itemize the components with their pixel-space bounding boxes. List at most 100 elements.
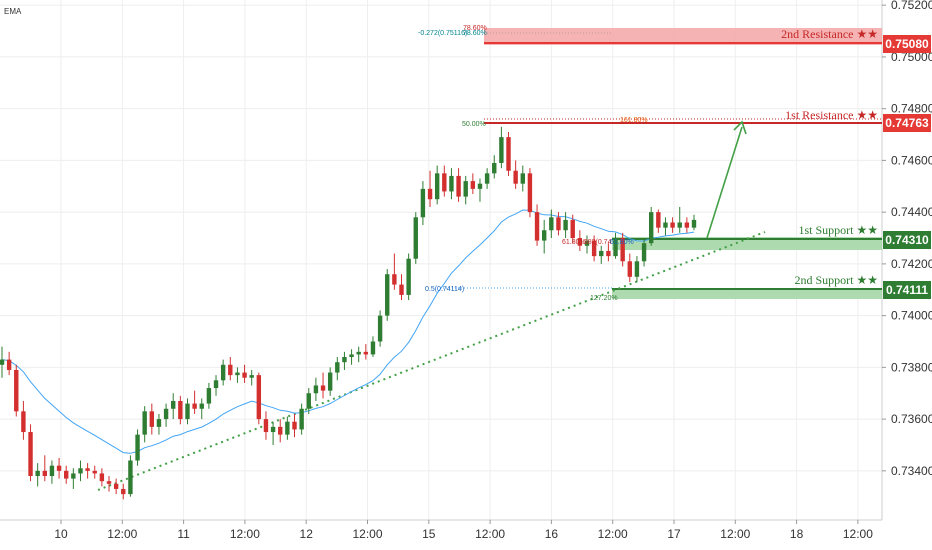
fib-annotation-9: 61.80%	[610, 239, 634, 246]
time-tick-label: 17	[667, 527, 681, 541]
candle-body	[270, 426, 276, 433]
indicator-label: EMA	[4, 7, 22, 16]
candle-body	[399, 284, 404, 295]
candle-body	[178, 400, 183, 420]
candle-body	[320, 385, 326, 391]
time-tick-label: 12:00	[475, 527, 505, 541]
candle-body	[135, 434, 140, 461]
candle-body	[634, 261, 640, 277]
candle-body	[163, 408, 169, 420]
price-tick-label: 0.74800	[891, 102, 932, 116]
first-resistance-price: 0.74763	[885, 116, 929, 130]
candle-body	[599, 250, 604, 257]
candle-body	[99, 473, 105, 482]
fib-annotation-7: 61.80%	[562, 239, 586, 246]
second-resistance-zone	[484, 28, 882, 45]
candle-body	[449, 175, 454, 192]
candle-body	[627, 261, 632, 277]
first-support-price: 0.74310	[885, 233, 929, 247]
candle-body	[28, 432, 33, 477]
projection-arrow-head	[733, 120, 747, 135]
candle-body	[420, 188, 426, 218]
candle-body	[370, 341, 376, 355]
candle-body	[499, 137, 504, 163]
candle-body	[463, 181, 468, 197]
second-resistance-price: 0.75080	[885, 37, 929, 51]
candle-body	[292, 421, 297, 430]
candle-body	[235, 372, 240, 376]
price-tick-label: 0.73800	[891, 360, 932, 374]
trendline	[97, 231, 766, 491]
candle-body	[121, 488, 126, 495]
candle-body	[456, 175, 461, 197]
candle-body	[85, 468, 90, 471]
candle-body	[534, 212, 540, 241]
candle-body	[242, 372, 247, 378]
candle-body	[477, 183, 483, 189]
candle-body	[92, 470, 97, 474]
time-tick-label: 12:00	[230, 527, 260, 541]
second-support-price: 0.74111	[886, 283, 928, 297]
candle-body	[213, 380, 219, 389]
time-tick-label: 12	[300, 527, 314, 541]
time-tick-label: 11	[177, 527, 190, 541]
candle-body	[256, 375, 262, 420]
candle-body	[313, 385, 319, 394]
ema-line	[1, 209, 695, 454]
time-tick-label: 12:00	[720, 527, 750, 541]
first-support-label: 1st Support ★★	[798, 223, 878, 237]
first-support-zone	[612, 237, 882, 250]
fib-annotation-3: 78.60%	[463, 30, 487, 37]
time-axis: 10 12:00 11 12:00 12 12:00 15 12:00 16 12:00 17 12:…	[54, 520, 873, 541]
price-tick-label: 0.75000	[891, 50, 932, 64]
second-support-zone	[612, 288, 882, 299]
chart-grid	[0, 0, 882, 520]
fib-annotation-2: 78.60%	[463, 25, 487, 32]
candle-body	[648, 212, 654, 244]
candle-body	[563, 219, 568, 231]
fib-annotation-1: -0.272(0.75116)	[418, 30, 467, 37]
time-tick-label: 12:00	[107, 527, 137, 541]
candle-body	[606, 250, 611, 257]
fib-annotation-4: 50.00%	[462, 121, 486, 128]
time-tick-label: 12:00	[598, 527, 628, 541]
time-tick-label: 12:00	[352, 527, 382, 541]
price-tick-label: 0.75200	[891, 0, 932, 12]
candle-body	[299, 408, 304, 430]
candle-body	[677, 222, 682, 228]
first-resistance-label: 1st Resistance ★★	[785, 108, 878, 122]
fib-annotation-8: 0.382(0.74	[578, 239, 612, 246]
time-tick-label: 15	[422, 527, 436, 541]
candle-body	[42, 470, 48, 477]
candle-body	[656, 212, 661, 228]
candle-body	[49, 465, 55, 477]
time-tick-label: 12:00	[843, 527, 873, 541]
candle-body	[285, 421, 290, 435]
candle-body	[35, 470, 40, 477]
candle-body	[363, 351, 369, 355]
candle-body	[128, 460, 133, 495]
candle-body	[492, 162, 497, 174]
candle-body	[413, 217, 418, 259]
candle-body	[149, 411, 155, 427]
candle-body	[392, 274, 397, 285]
candle-body	[591, 240, 597, 257]
price-axis: 0.73400 0.73600 0.73800 0.74000 0.74200 0.744…	[882, 0, 932, 478]
fib-annotation-6: 0.5(0.74114)	[425, 286, 464, 293]
candle-body	[584, 240, 590, 246]
candle-body	[406, 258, 411, 295]
candle-body	[556, 217, 561, 231]
second-resistance-label: 2nd Resistance ★★	[781, 27, 878, 41]
time-tick-label: 10	[54, 527, 68, 541]
candle-body	[0, 359, 5, 365]
candle-body	[506, 137, 511, 171]
candle-body	[377, 315, 383, 342]
candle-body	[64, 470, 69, 479]
candle-body	[106, 481, 112, 484]
time-tick-label: 16	[545, 527, 559, 541]
candle-body	[442, 173, 447, 192]
candle-body	[156, 419, 162, 427]
candle-body	[620, 238, 625, 262]
candle-body	[513, 170, 518, 184]
